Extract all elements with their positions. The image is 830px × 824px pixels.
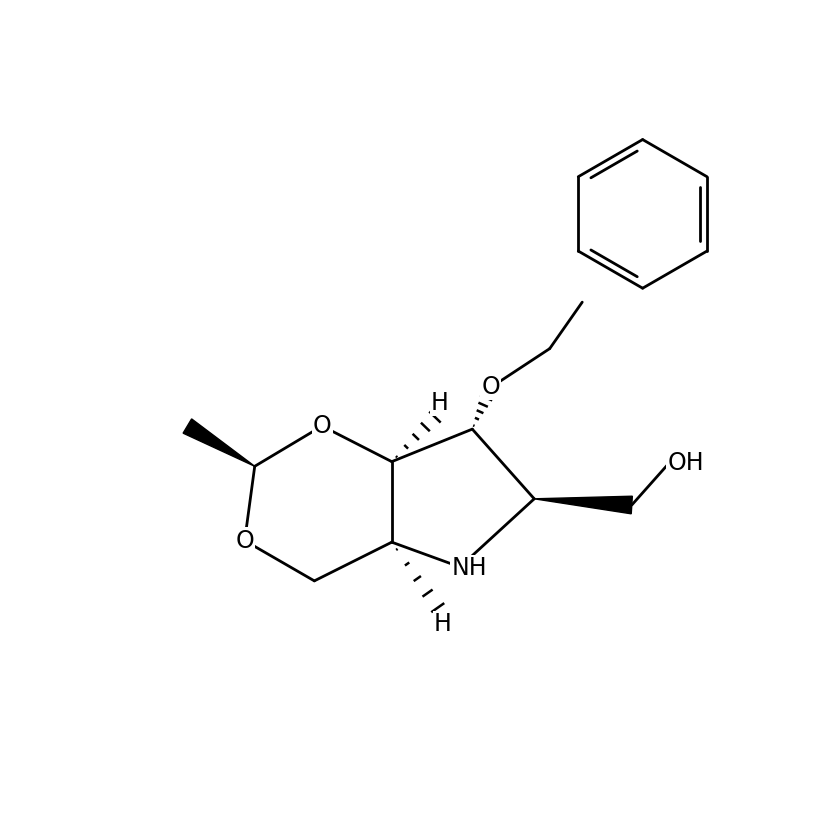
Text: H: H [434, 612, 452, 636]
Text: H: H [431, 391, 449, 414]
Text: O: O [313, 414, 331, 438]
Text: O: O [481, 375, 500, 400]
Polygon shape [183, 419, 255, 466]
Text: NH: NH [452, 556, 487, 580]
Text: O: O [235, 529, 254, 553]
Polygon shape [535, 496, 632, 514]
Text: OH: OH [667, 452, 704, 475]
